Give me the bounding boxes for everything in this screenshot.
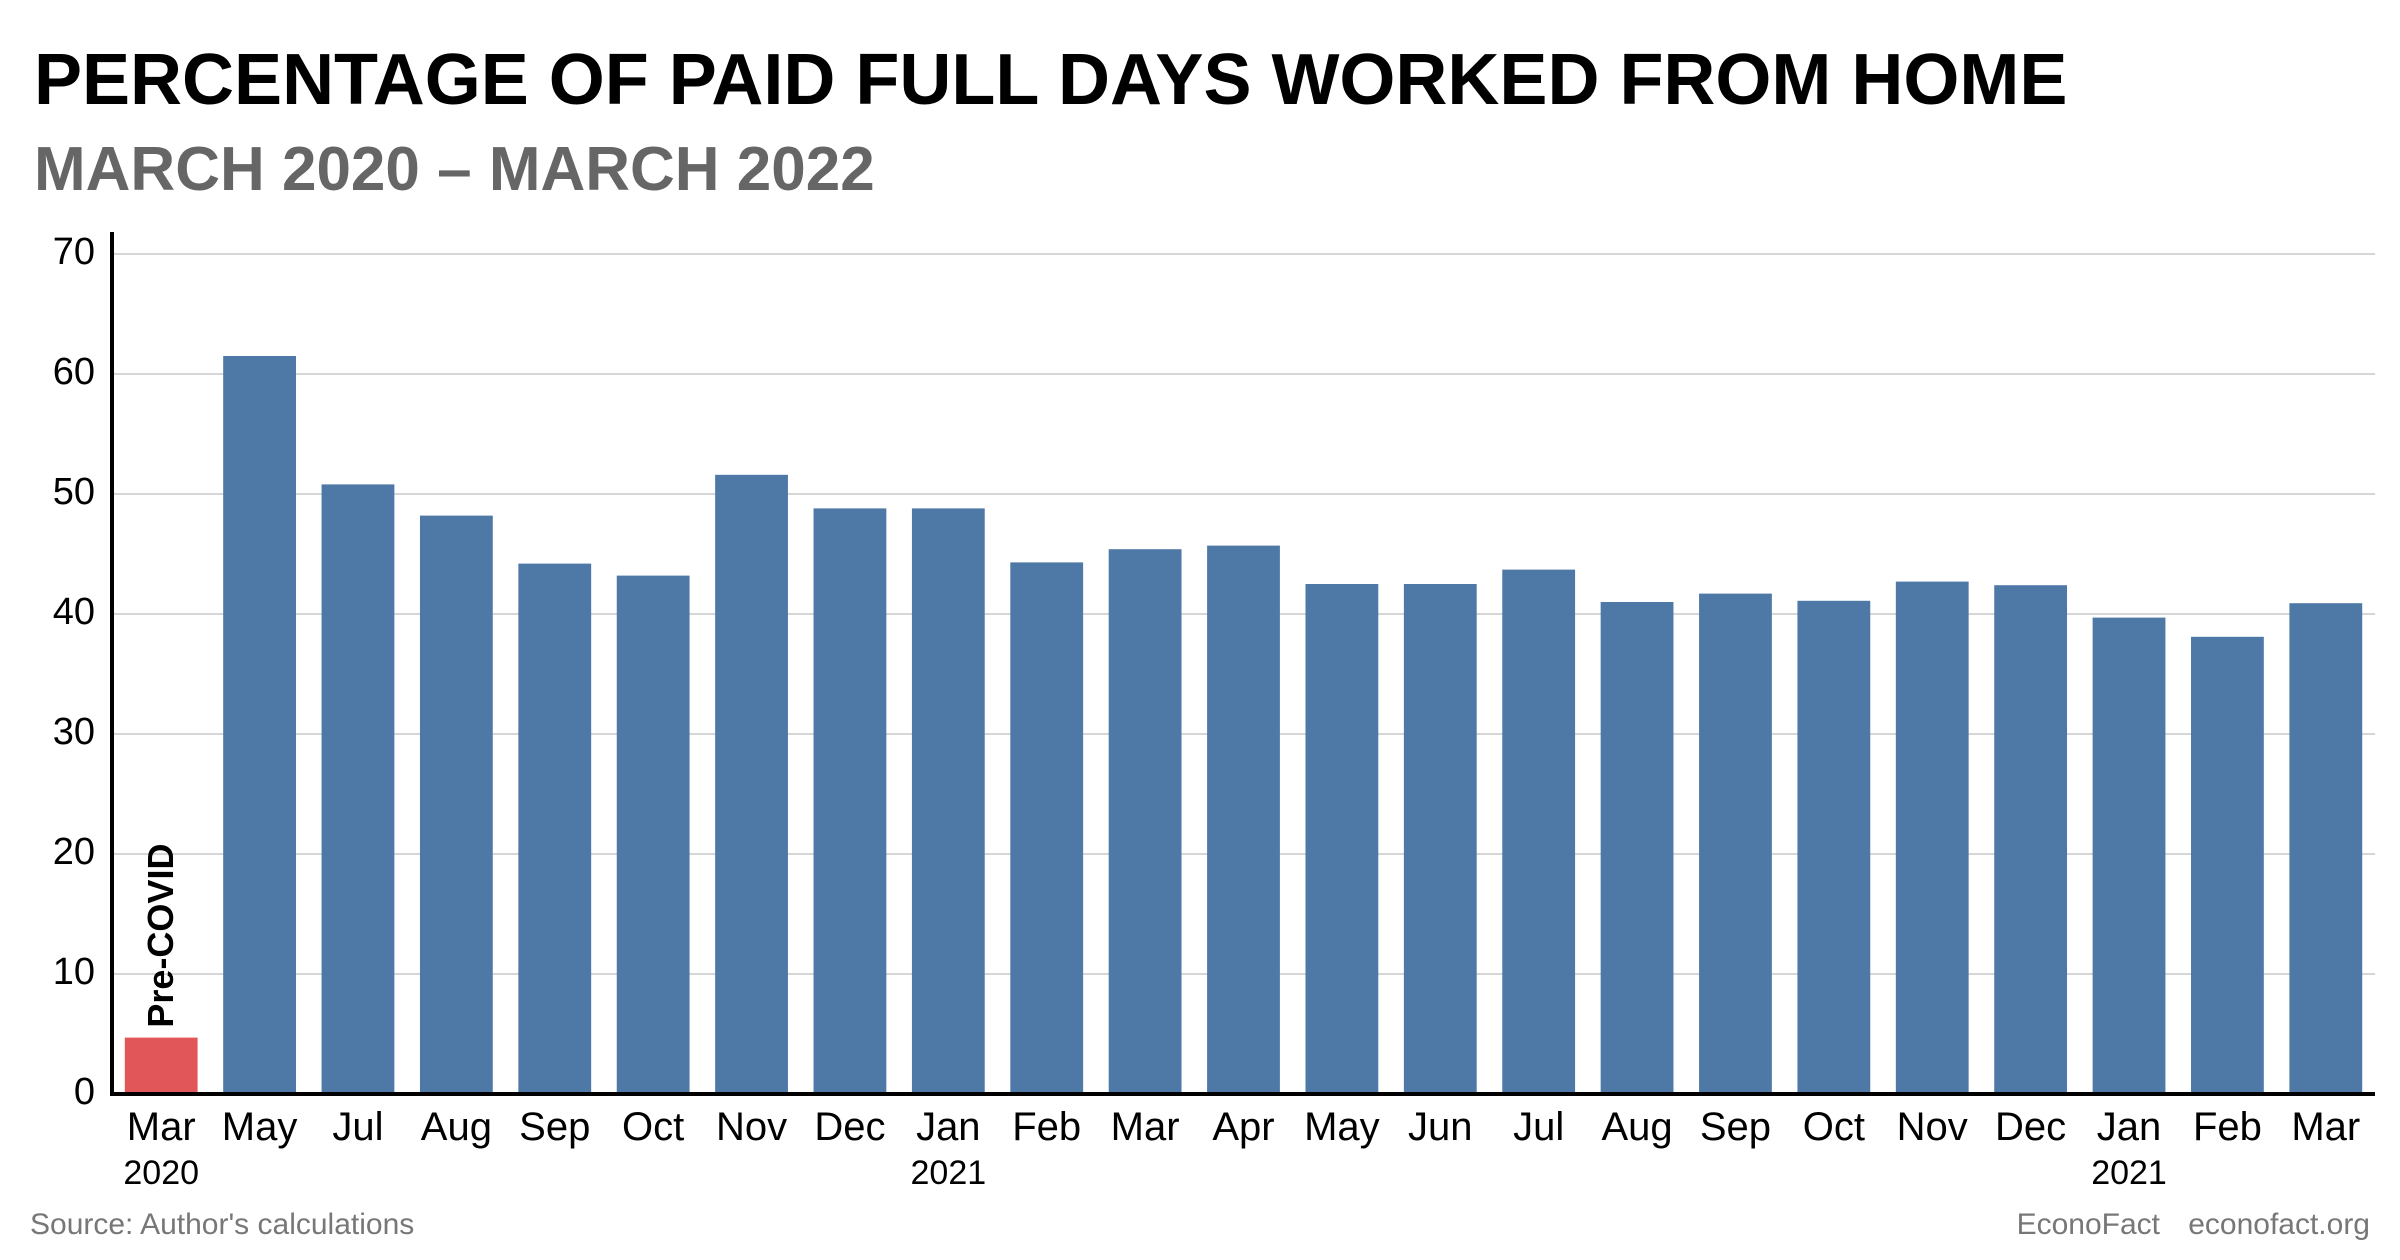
bar: [2191, 636, 2264, 1094]
x-tick-label: Apr: [1212, 1105, 1274, 1149]
bar-annotation: Pre-COVID: [140, 844, 181, 1028]
bar: [715, 474, 788, 1094]
bar: [1600, 602, 1674, 1094]
bar: [1305, 584, 1379, 1094]
x-tick-label: Jan: [916, 1105, 981, 1149]
x-tick-label: Sep: [1700, 1105, 1771, 1149]
x-year-label: 2020: [123, 1154, 199, 1192]
y-tick-label: 50: [53, 471, 95, 513]
x-tick-label: Aug: [1601, 1105, 1672, 1149]
y-tick-label: 60: [53, 351, 95, 393]
x-tick-label: Nov: [1897, 1105, 1968, 1149]
y-tick-label: 20: [53, 831, 95, 873]
y-tick-label: 70: [53, 231, 95, 273]
x-tick-label: Jan: [2097, 1105, 2162, 1149]
bar: [321, 484, 395, 1094]
bar: [1797, 600, 1871, 1094]
x-tick-label: Sep: [519, 1105, 590, 1149]
bar: [813, 508, 887, 1094]
x-tick-label: Mar: [2291, 1105, 2360, 1149]
bar: [223, 356, 296, 1094]
x-tick-label: Mar: [1111, 1105, 1180, 1149]
y-tick-label: 30: [53, 711, 95, 753]
bar: [1403, 584, 1477, 1094]
x-tick-label: Mar: [127, 1105, 196, 1149]
x-tick-label: Aug: [421, 1105, 492, 1149]
y-tick-label: 10: [53, 951, 95, 993]
bar: [1994, 585, 2068, 1094]
chart-subtitle: MARCH 2020 – MARCH 2022: [34, 135, 875, 204]
bar: [1895, 581, 1969, 1094]
bar: [419, 515, 493, 1094]
x-tick-label: Nov: [716, 1105, 787, 1149]
bar: [1502, 569, 1576, 1094]
x-year-label: 2021: [911, 1154, 987, 1192]
bar: [1699, 593, 1772, 1094]
bar: [1207, 545, 1280, 1094]
x-tick-label: Dec: [814, 1105, 885, 1149]
x-tick-label: Jun: [1408, 1105, 1473, 1149]
chart-title: PERCENTAGE OF PAID FULL DAYS WORKED FROM…: [34, 40, 2067, 120]
x-tick-label: May: [222, 1105, 298, 1149]
y-tick-label: 0: [74, 1071, 95, 1113]
x-tick-label: Feb: [2193, 1105, 2262, 1149]
x-tick-label: Jul: [332, 1105, 383, 1149]
x-year-label: 2021: [2091, 1154, 2167, 1192]
bar: [124, 1037, 198, 1094]
bar: [616, 575, 690, 1094]
source-note: Source: Author's calculations: [30, 1208, 414, 1241]
bar: [2289, 603, 2363, 1094]
x-tick-label: Jul: [1513, 1105, 1564, 1149]
x-tick-label: Feb: [1012, 1105, 1081, 1149]
x-tick-label: Dec: [1995, 1105, 2066, 1149]
credit-url: econofact.org: [2188, 1208, 2370, 1241]
y-tick-label: 40: [53, 591, 95, 633]
bar: [1108, 549, 1182, 1094]
bar: [518, 563, 592, 1094]
x-tick-label: Oct: [1803, 1105, 1865, 1149]
bar: [2092, 617, 2166, 1094]
x-tick-label: May: [1304, 1105, 1380, 1149]
bar: [1010, 562, 1084, 1094]
x-tick-label: Oct: [622, 1105, 684, 1149]
bar: [911, 508, 985, 1094]
credit: EconoFact: [2017, 1208, 2161, 1241]
